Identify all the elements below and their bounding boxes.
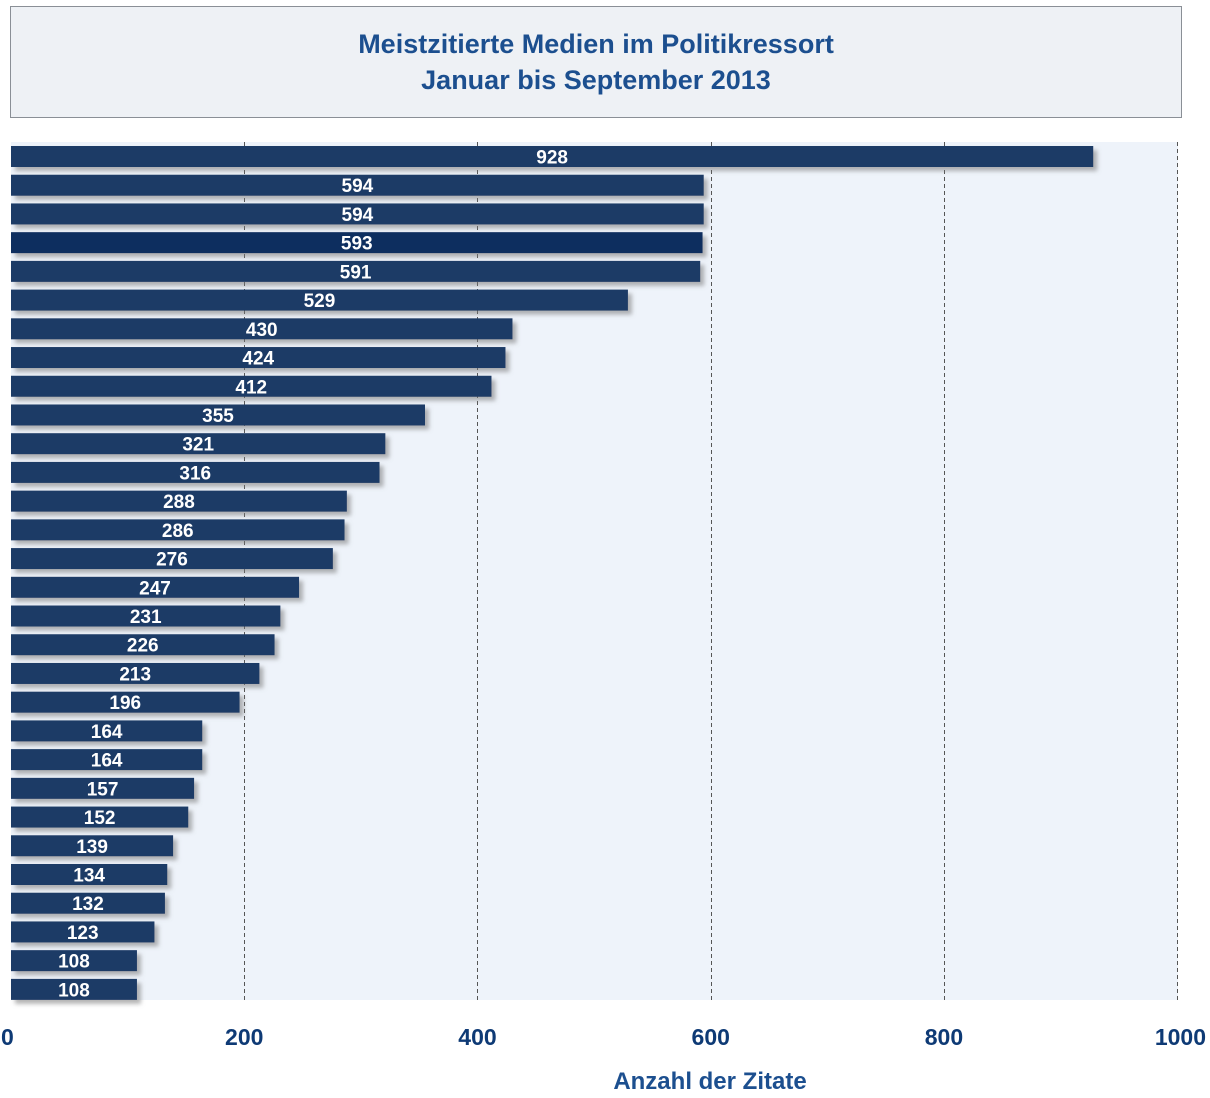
- bar-4: [11, 232, 703, 254]
- x-tick-label-1000: 1000: [1155, 1024, 1206, 1050]
- chart-title-line-1: Meistzitierte Medien im Politikressort: [358, 29, 834, 59]
- bar-value-label-30: 108: [58, 980, 90, 1001]
- bar-value-label-27: 132: [72, 894, 104, 915]
- bar-17: [11, 605, 281, 627]
- bar-11: [11, 433, 386, 455]
- bar-25: [11, 835, 174, 857]
- chart-title-line-2: Januar bis September 2013: [421, 65, 771, 95]
- bar-value-label-7: 430: [246, 320, 278, 341]
- bar-19: [11, 662, 260, 684]
- grid-lines: [244, 142, 1178, 1000]
- bar-value-label-12: 316: [179, 463, 211, 484]
- x-axis-title: Anzahl der Zitate: [613, 1068, 807, 1095]
- bar-value-label-14: 286: [162, 521, 194, 542]
- bar-2: [11, 174, 704, 196]
- bar-9: [11, 375, 492, 397]
- x-tick-label-200: 200: [225, 1024, 263, 1050]
- bar-value-label-2: 594: [342, 176, 374, 197]
- bar-value-label-17: 231: [130, 607, 162, 628]
- bar-value-label-28: 123: [67, 923, 99, 944]
- bar-value-label-20: 196: [109, 693, 141, 714]
- bar-13: [11, 490, 347, 512]
- bar-value-label-11: 321: [182, 435, 214, 456]
- bar-27: [11, 892, 165, 914]
- x-tick-label-400: 400: [458, 1024, 496, 1050]
- bar-20: [11, 691, 240, 713]
- bar-30: [11, 978, 137, 1000]
- bar-16: [11, 576, 300, 598]
- chart-title-box: Meistzitierte Medien im Politikressort J…: [10, 6, 1182, 118]
- bar-3: [11, 203, 704, 225]
- bar-24: [11, 806, 189, 828]
- bar-15: [11, 548, 333, 570]
- bar-5: [11, 260, 701, 282]
- x-tick-label-800: 800: [925, 1024, 963, 1050]
- x-axis-ticks: 0 200 400 600 800 1000: [1, 1024, 1206, 1050]
- bar-value-label-5: 591: [340, 262, 372, 283]
- bar-23: [11, 777, 195, 799]
- bar-value-label-9: 412: [235, 377, 267, 398]
- x-tick-label-0: 0: [1, 1024, 14, 1050]
- bar-value-label-23: 157: [87, 779, 119, 800]
- bar-7: [11, 318, 513, 340]
- bar-value-label-13: 288: [163, 492, 195, 513]
- bar-value-label-18: 226: [127, 636, 159, 657]
- bar-value-label-29: 108: [58, 952, 90, 973]
- bar-value-label-10: 355: [202, 406, 234, 427]
- bar-value-label-24: 152: [84, 808, 116, 829]
- bars: [11, 146, 1094, 1000]
- bar-8: [11, 347, 506, 369]
- bar-value-label-22: 164: [91, 751, 123, 772]
- bar-21: [11, 720, 203, 742]
- bar-22: [11, 749, 203, 771]
- bar-26: [11, 864, 168, 885]
- bar-value-label-19: 213: [119, 664, 151, 685]
- plot-area: [11, 142, 1178, 1000]
- bar-6: [11, 289, 628, 311]
- bar-value-label-1: 928: [536, 148, 568, 169]
- bar-value-label-3: 594: [342, 205, 374, 226]
- bar-29: [11, 950, 137, 972]
- bar-12: [11, 461, 380, 483]
- bar-18: [11, 634, 275, 656]
- bar-value-label-15: 276: [156, 550, 188, 571]
- x-tick-label-600: 600: [692, 1024, 730, 1050]
- bar-value-label-16: 247: [139, 578, 171, 599]
- bar-value-label-25: 139: [76, 837, 108, 858]
- bar-value-label-4: 593: [341, 234, 373, 255]
- bar-28: [11, 921, 155, 943]
- bar-value-label-26: 134: [73, 866, 105, 887]
- bar-1: [11, 146, 1094, 167]
- bar-14: [11, 519, 345, 541]
- bar-10: [11, 404, 426, 426]
- bar-value-label-8: 424: [242, 349, 274, 370]
- bar-value-label-6: 529: [304, 291, 336, 312]
- bar-value-label-21: 164: [91, 722, 123, 743]
